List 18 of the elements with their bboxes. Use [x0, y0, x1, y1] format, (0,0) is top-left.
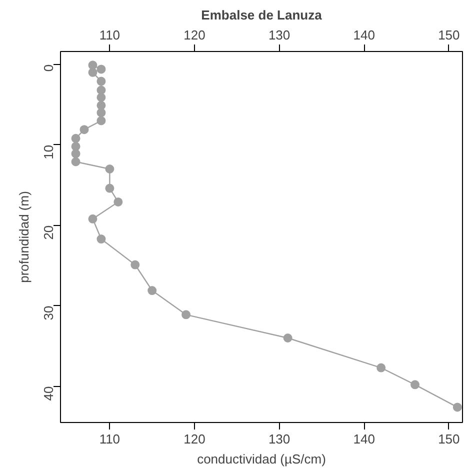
y-axis-title: profundidad (m): [16, 191, 32, 283]
x-tick-label: 110: [99, 28, 120, 42]
x2-tick-label: 140: [353, 432, 375, 446]
y-tick-label: 10: [41, 144, 56, 160]
x-axis-title: conductividad (µS/cm): [197, 452, 326, 466]
chart-title: Embalse de Lanuza: [201, 8, 323, 22]
x2-tick-label: 110: [99, 432, 120, 446]
x2-tick-label: 120: [184, 432, 206, 446]
y-tick-label: 0: [41, 64, 56, 72]
x-tick-label: 150: [438, 28, 460, 42]
x2-tick-label: 130: [268, 432, 290, 446]
x-tick-label: 120: [184, 28, 206, 42]
x-tick-label: 130: [268, 28, 290, 42]
x-tick-label: 140: [353, 28, 375, 42]
x2-tick-label: 150: [438, 432, 460, 446]
y-tick-label: 30: [41, 306, 56, 320]
y-tick-label: 20: [41, 225, 56, 240]
y-tick-label: 40: [41, 386, 56, 401]
